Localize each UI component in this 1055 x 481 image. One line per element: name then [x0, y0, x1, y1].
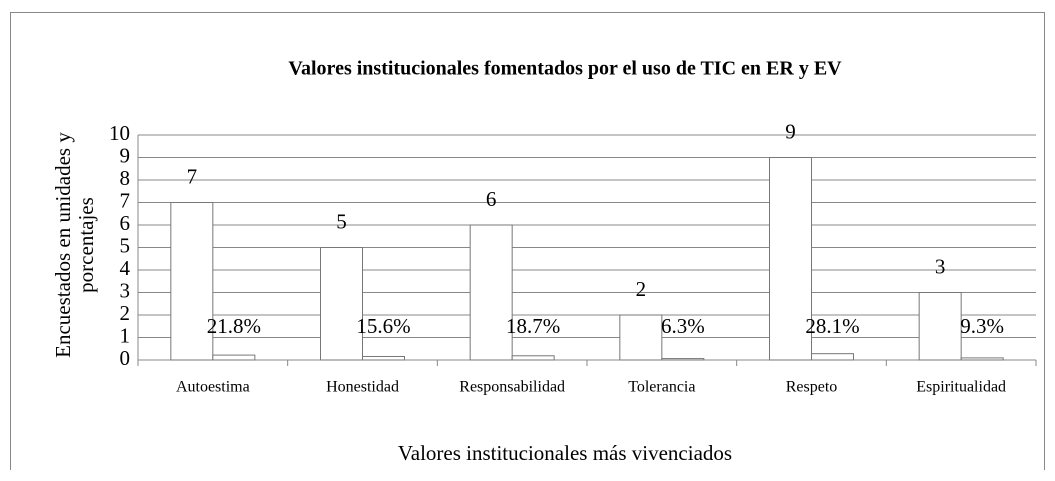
bar — [362, 355, 405, 361]
data-label: 5 — [336, 209, 347, 233]
x-tick-label: Espiritualidad — [916, 379, 1006, 396]
data-label: 7 — [187, 164, 198, 188]
y-axis-title-line: porcentajes — [74, 197, 98, 293]
y-tick-label: 10 — [109, 121, 130, 145]
y-tick-label: 9 — [120, 143, 131, 167]
bar — [511, 355, 555, 361]
x-axis-title: Valores institucionales más vivenciados — [398, 441, 732, 465]
y-tick-label: 5 — [120, 233, 131, 257]
data-label: 2 — [636, 277, 647, 301]
data-label: 21.8% — [207, 314, 261, 338]
y-tick-label: 8 — [120, 166, 131, 190]
data-label: 6.3% — [661, 314, 705, 338]
chart-title: Valores institucionales fomentados por e… — [288, 58, 842, 80]
bar — [811, 353, 854, 361]
data-label: 18.7% — [506, 314, 560, 338]
y-tick-label: 1 — [120, 323, 131, 347]
x-tick-label: Respeto — [786, 379, 838, 396]
bar — [661, 358, 705, 361]
x-tick-label: Responsabilidad — [459, 379, 565, 396]
data-label: 3 — [935, 254, 946, 278]
bar — [960, 357, 1004, 361]
bar — [320, 247, 363, 361]
x-tick-label: Autoestima — [176, 379, 250, 396]
bar — [170, 202, 214, 361]
bar — [769, 157, 812, 361]
data-label: 9 — [785, 119, 796, 143]
y-tick-label: 0 — [120, 346, 131, 370]
data-label: 28.1% — [805, 314, 859, 338]
y-tick-label: 6 — [120, 211, 131, 235]
data-label: 6 — [486, 187, 497, 211]
bar — [918, 292, 962, 361]
y-axis-title-line: Encuestados en unidades y — [51, 132, 75, 358]
x-tick-label: Honestidad — [326, 379, 399, 396]
y-tick-label: 7 — [120, 188, 131, 212]
bar — [469, 224, 513, 361]
y-tick-label: 2 — [120, 301, 131, 325]
chart-border — [10, 12, 1045, 470]
data-label: 9.3% — [960, 314, 1004, 338]
data-label: 15.6% — [356, 314, 410, 338]
x-tick-label: Tolerancia — [628, 379, 695, 396]
y-tick-label: 3 — [120, 278, 131, 302]
y-axis-title: Encuestados en unidades y porcentajes — [51, 132, 98, 358]
y-tick-label: 4 — [120, 256, 131, 280]
bar — [619, 314, 663, 361]
bar — [212, 354, 256, 361]
